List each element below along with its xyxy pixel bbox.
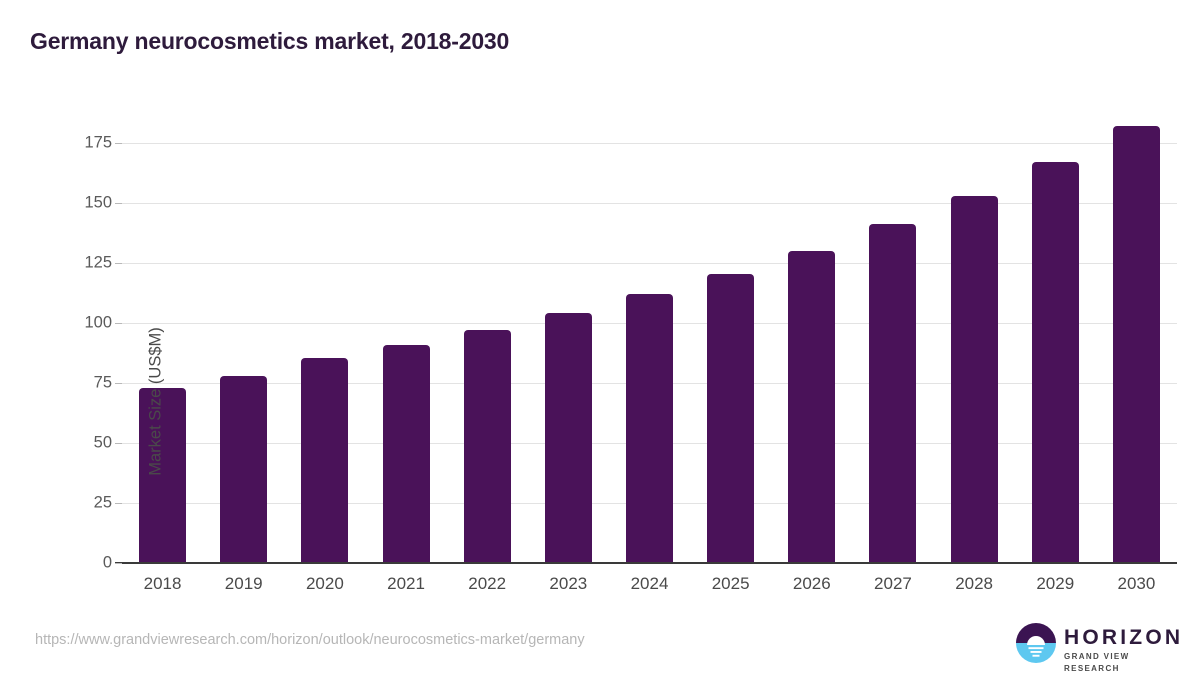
x-axis-tick-label: 2030: [1117, 574, 1156, 593]
chart-title: Germany neurocosmetics market, 2018-2030: [30, 28, 510, 54]
y-axis-tick-mark: [115, 142, 122, 144]
y-axis-title: Market Size (US$M): [146, 327, 165, 476]
bar-2018[interactable]: [139, 387, 187, 563]
bar-2022[interactable]: [463, 330, 511, 563]
y-axis-tick-label: 0: [102, 553, 112, 572]
x-axis-tick-label: 2019: [224, 574, 263, 593]
y-axis-tick-labels: 0 25 50 75 100 125 150 175: [66, 4, 112, 671]
logo-tagline: GRAND VIEW RESEARCH: [1064, 652, 1130, 671]
x-axis-tick-label: 2023: [549, 574, 588, 593]
bar-2028[interactable]: [950, 195, 998, 563]
x-axis-tick-label: 2022: [468, 574, 507, 593]
gridline: [122, 142, 1177, 144]
y-axis-tick-mark: [115, 322, 122, 324]
y-axis-tick-label: 50: [93, 433, 112, 452]
bar-2024[interactable]: [626, 294, 673, 563]
x-axis-tick-label: 2021: [387, 574, 425, 593]
chart-card: Germany neurocosmetics market, 2018-2030…: [4, 4, 1196, 671]
horizon-logo: HORIZON GRAND VIEW RESEARCH: [1016, 621, 1180, 671]
x-axis-tick-label: 2029: [1036, 574, 1075, 593]
logo-text-block: HORIZON GRAND VIEW RESEARCH: [1064, 627, 1183, 671]
y-axis-tick-mark: [115, 502, 122, 504]
y-axis-tick-label: 150: [84, 193, 112, 212]
source-url-text: https://www.grandviewresearch.com/horizo…: [35, 632, 585, 648]
x-axis-tick-label: 2027: [874, 574, 912, 593]
y-axis-tick-label: 175: [84, 133, 112, 152]
horizon-sunrise-circle-icon: [1016, 623, 1056, 663]
y-axis-tick-mark: [115, 382, 122, 384]
bar-2030[interactable]: [1112, 126, 1160, 563]
plot-area: Market Size (US$M): [122, 114, 1177, 563]
bar-2019[interactable]: [220, 375, 268, 563]
gridline: [122, 262, 1177, 264]
x-axis-tick-label: 2018: [143, 574, 182, 593]
x-axis-tick-label: 2024: [630, 574, 669, 593]
bar-2025[interactable]: [707, 273, 755, 563]
gridline: [122, 202, 1177, 204]
y-axis-tick-mark: [115, 262, 122, 264]
y-axis-tick-label: 125: [84, 253, 112, 272]
bar-2027[interactable]: [869, 224, 917, 563]
bar-2023[interactable]: [544, 313, 592, 563]
x-axis-line: [115, 562, 1177, 564]
bar-2029[interactable]: [1031, 162, 1079, 563]
y-axis-tick-mark: [115, 442, 122, 444]
x-axis-tick-label: 2025: [711, 574, 750, 593]
y-axis-tick-mark: [115, 563, 122, 564]
x-axis-tick-label: 2028: [955, 574, 994, 593]
x-axis-tick-label: 2026: [792, 574, 831, 593]
y-axis-tick-label: 100: [84, 313, 112, 332]
y-axis-tick-mark: [115, 202, 122, 204]
bar-2026[interactable]: [788, 250, 836, 563]
bar-2020[interactable]: [301, 357, 349, 563]
x-axis-tick-label: 2020: [305, 574, 344, 593]
y-axis-tick-label: 75: [93, 373, 112, 392]
y-axis-tick-label: 25: [93, 493, 112, 512]
logo-wordmark: HORIZON: [1064, 626, 1184, 649]
bar-2021[interactable]: [382, 344, 430, 563]
